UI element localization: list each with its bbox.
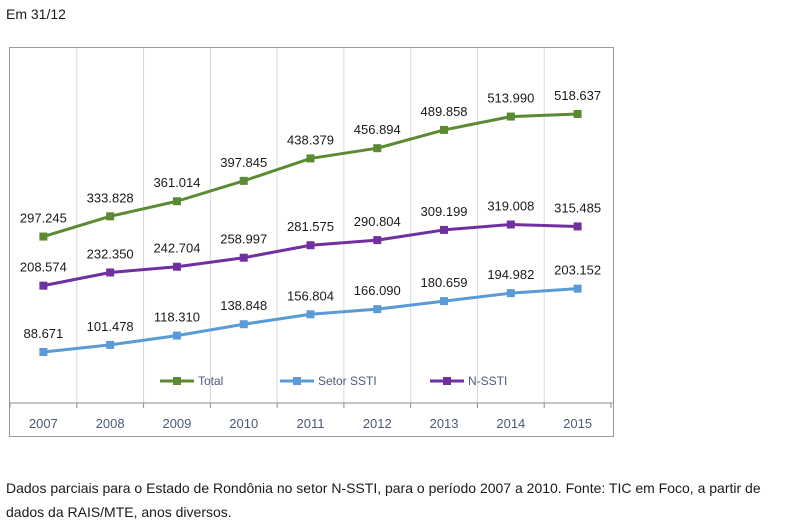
line-chart: 2007 2008 2009 2010 2011 2012 2013 2014 2015 297.… [10, 48, 613, 431]
data-label: 194.982 [487, 267, 534, 282]
legend-label: N-SSTI [468, 374, 507, 388]
data-label: 333.828 [87, 190, 134, 205]
x-tick-label-2015: 2015 [563, 416, 592, 431]
data-point [306, 310, 315, 319]
data-label: 166.090 [354, 283, 401, 298]
data-point [39, 348, 48, 356]
data-label: 438.379 [287, 132, 334, 147]
data-point [373, 144, 382, 153]
x-tick-label-2011: 2011 [297, 416, 325, 431]
data-label: 118.310 [154, 310, 200, 325]
data-label: 208.574 [20, 260, 67, 275]
chart-frame: 2007 2008 2009 2010 2011 2012 2013 2014 2015 297.… [9, 47, 614, 437]
data-label: 361.014 [153, 175, 200, 190]
data-label: 518.637 [554, 88, 601, 103]
data-point [239, 253, 248, 262]
data-point [506, 289, 515, 298]
figure-caption: Dados parciais para o Estado de Rondônia… [6, 480, 761, 520]
data-point [306, 154, 315, 163]
data-label: 101.478 [87, 319, 134, 334]
data-point [106, 268, 115, 277]
data-point [239, 176, 248, 185]
data-point [106, 340, 115, 349]
data-point [506, 112, 515, 121]
data-label: 489.858 [421, 104, 468, 119]
x-tick-label-2009: 2009 [162, 416, 191, 431]
data-point [172, 262, 181, 271]
data-label: 156.804 [287, 288, 334, 303]
data-point [172, 331, 181, 340]
data-point [239, 320, 248, 329]
x-tick-label-2013: 2013 [430, 416, 459, 431]
data-label: 180.659 [421, 275, 468, 290]
data-label: 397.845 [220, 155, 267, 170]
data-point [373, 236, 382, 245]
data-label: 315.485 [554, 200, 601, 215]
data-label: 297.245 [20, 211, 67, 226]
data-point [440, 125, 449, 134]
x-tick-label-2014: 2014 [496, 416, 525, 431]
data-label: 319.008 [487, 199, 534, 214]
data-label: 88.671 [24, 326, 64, 341]
data-label: 232.350 [87, 246, 134, 261]
data-point [306, 241, 315, 250]
data-point [39, 281, 48, 290]
data-label: 290.804 [354, 214, 401, 229]
legend-label: Total [198, 374, 223, 388]
data-point [573, 110, 582, 118]
data-label: 138.848 [220, 298, 267, 313]
data-point [573, 222, 582, 231]
legend-marker [173, 377, 181, 385]
data-point [440, 225, 449, 234]
legend-marker [293, 377, 301, 385]
data-point [373, 305, 382, 314]
x-tick-label-2007: 2007 [29, 416, 58, 431]
period-label: Em 31/12 [6, 6, 66, 22]
x-tick-label-2012: 2012 [363, 416, 392, 431]
x-tick-label-2008: 2008 [96, 416, 125, 431]
data-label: 281.575 [287, 219, 334, 234]
data-point [39, 232, 48, 241]
data-label: 242.704 [153, 241, 200, 256]
legend-label: Setor SSTI [318, 374, 377, 388]
data-label: 513.990 [487, 91, 534, 106]
x-tick-label-2010: 2010 [229, 416, 258, 431]
data-point [506, 220, 515, 229]
data-point [440, 297, 449, 306]
data-point [172, 197, 181, 206]
data-label: 309.199 [421, 204, 468, 219]
data-label: 456.894 [354, 122, 401, 137]
data-point [106, 212, 115, 221]
data-point [573, 284, 582, 293]
data-label: 203.152 [554, 263, 601, 278]
data-label: 258.997 [220, 232, 267, 247]
legend-marker [443, 377, 451, 385]
